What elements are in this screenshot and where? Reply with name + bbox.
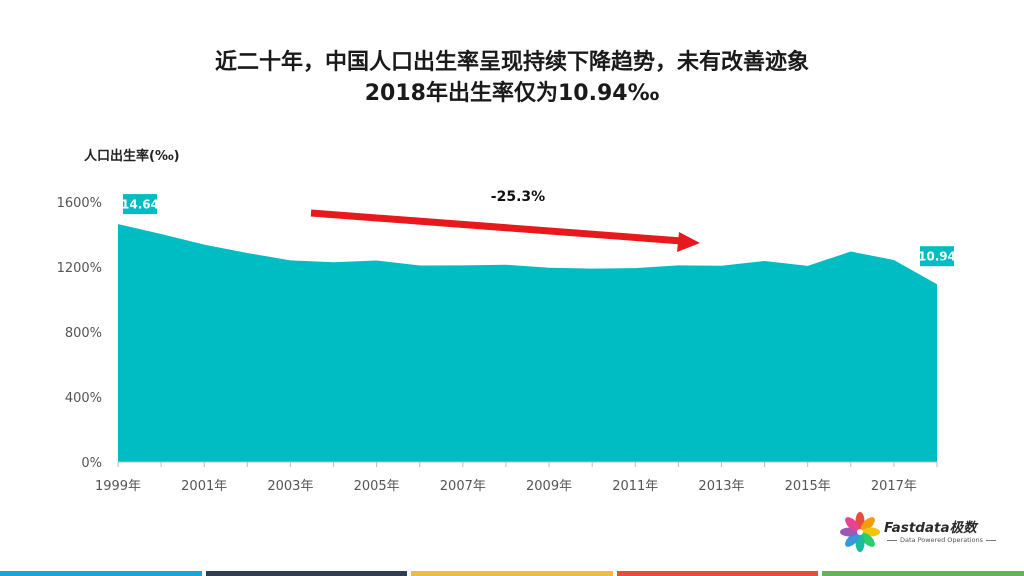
footer-segment-5 [822, 571, 1024, 576]
x-tick-label: 2007年 [440, 479, 486, 494]
footer-color-bar [0, 571, 1024, 576]
x-tick-label: 2011年 [612, 479, 658, 494]
last-data-label: 10.94 [918, 246, 956, 267]
y-tick-label: 0% [81, 456, 102, 471]
fastdata-logo: Fastdata极数 Data Powered Operations [840, 510, 1000, 554]
first-data-label: 14.64 [121, 194, 159, 215]
y-tick-label: 1200% [57, 261, 102, 276]
footer-segment-4 [616, 571, 819, 576]
x-tick-label: 2003年 [267, 479, 313, 494]
x-tick-label: 2005年 [354, 479, 400, 494]
chart-title-line2: 2018年出生率仅为10.94‰ [364, 81, 660, 106]
y-tick-label: 400% [65, 391, 102, 406]
footer-segment-3 [411, 571, 613, 576]
x-tick-label: 2009年 [526, 479, 572, 494]
logo-tagline: Data Powered Operations [884, 536, 999, 544]
flower-logo-icon [840, 512, 880, 552]
x-tick-label: 2015年 [785, 479, 831, 494]
x-tick-label: 1999年 [95, 479, 141, 494]
y-tick-label: 1600% [57, 196, 102, 211]
chart-title-line1: 近二十年，中国人口出生率呈现持续下降趋势，未有改善迹象 [214, 50, 809, 75]
x-tick-label: 2017年 [871, 479, 917, 494]
y-axis-label: 人口出生率(‰) [84, 148, 180, 164]
x-tick-label: 2013年 [698, 479, 744, 494]
logo-name: Fastdata极数 [884, 520, 977, 536]
footer-segment-1 [0, 571, 202, 576]
trend-arrow [310, 209, 700, 252]
x-tick-label: 2001年 [181, 479, 227, 494]
birth-rate-area [118, 224, 937, 462]
change-annotation: -25.3% [491, 189, 545, 205]
footer-segment-2 [205, 571, 408, 576]
last-data-label-text: 10.94 [918, 250, 956, 264]
first-data-label-text: 14.64 [121, 198, 159, 212]
y-tick-label: 800% [65, 326, 102, 341]
